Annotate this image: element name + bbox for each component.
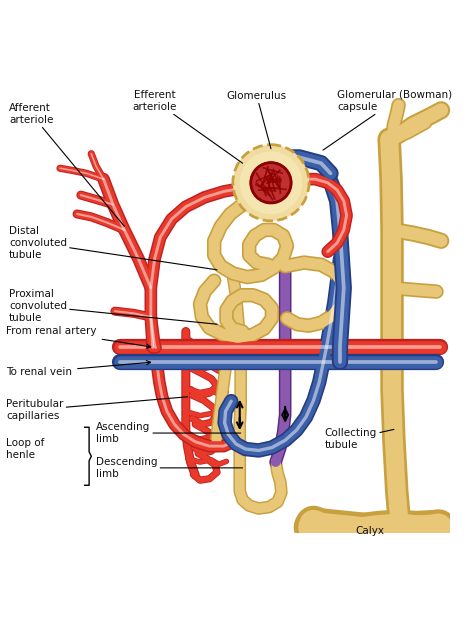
Text: From renal artery: From renal artery (6, 326, 151, 349)
Text: Descending
limb: Descending limb (96, 457, 243, 479)
Text: To renal vein: To renal vein (6, 360, 151, 377)
Text: Proximal
convoluted
tubule: Proximal convoluted tubule (9, 289, 217, 324)
Text: Loop of
henle: Loop of henle (6, 438, 45, 460)
Text: Calyx: Calyx (356, 526, 385, 536)
Circle shape (233, 145, 309, 221)
Text: Ascending
limb: Ascending limb (96, 422, 241, 444)
Circle shape (239, 151, 302, 214)
Text: Efferent
arteriole: Efferent arteriole (132, 90, 243, 163)
Text: Afferent
arteriole: Afferent arteriole (9, 103, 124, 226)
Text: Collecting
tubule: Collecting tubule (325, 428, 394, 450)
Circle shape (251, 163, 291, 203)
Text: Glomerulus: Glomerulus (227, 91, 287, 149)
Text: Glomerular (Bowman)
capsule: Glomerular (Bowman) capsule (323, 90, 452, 150)
Text: Peritubular
capillaries: Peritubular capillaries (6, 397, 188, 421)
Text: Distal
convoluted
tubule: Distal convoluted tubule (9, 226, 217, 270)
